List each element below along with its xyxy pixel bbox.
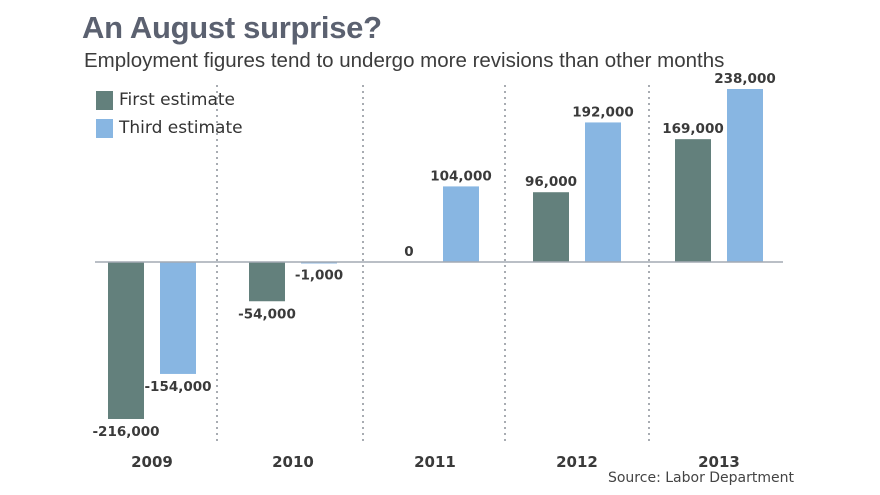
bar-third-estimate-2013 <box>727 89 763 262</box>
legend-label: Third estimate <box>119 118 243 138</box>
source-note: Source: Labor Department <box>607 470 794 486</box>
x-tick-label: 2011 <box>414 453 456 471</box>
data-label: -154,000 <box>144 379 211 395</box>
x-tick-label: 2013 <box>698 453 740 471</box>
data-label: 104,000 <box>430 168 492 184</box>
data-label: -54,000 <box>238 306 296 322</box>
chart-title: An August surprise? <box>82 10 382 45</box>
data-label: 238,000 <box>714 71 776 87</box>
data-label: 96,000 <box>525 174 577 190</box>
legend-label: First estimate <box>119 90 235 110</box>
data-label: -216,000 <box>92 424 159 440</box>
data-label: 192,000 <box>572 104 634 120</box>
data-label: 0 <box>404 244 413 260</box>
data-label: -1,000 <box>295 268 343 284</box>
legend-item-third-estimate: Third estimate <box>96 114 243 142</box>
x-tick-label: 2012 <box>556 453 598 471</box>
legend: First estimate Third estimate <box>96 86 243 142</box>
bar-first-estimate-2013 <box>675 139 711 262</box>
legend-swatch-first-estimate <box>96 90 113 110</box>
legend-item-first-estimate: First estimate <box>96 86 243 114</box>
x-tick-label: 2009 <box>131 453 173 471</box>
bar-first-estimate-2010 <box>249 262 285 302</box>
bar-first-estimate-2012 <box>533 192 569 262</box>
x-tick-label: 2010 <box>272 453 314 471</box>
bar-third-estimate-2012 <box>585 122 621 262</box>
bar-third-estimate-2009 <box>160 262 196 374</box>
chart-subtitle: Employment figures tend to undergo more … <box>84 49 725 72</box>
bar-third-estimate-2011 <box>443 186 479 262</box>
legend-swatch-third-estimate <box>96 118 113 138</box>
bar-first-estimate-2009 <box>108 262 144 420</box>
data-label: 169,000 <box>662 121 724 137</box>
